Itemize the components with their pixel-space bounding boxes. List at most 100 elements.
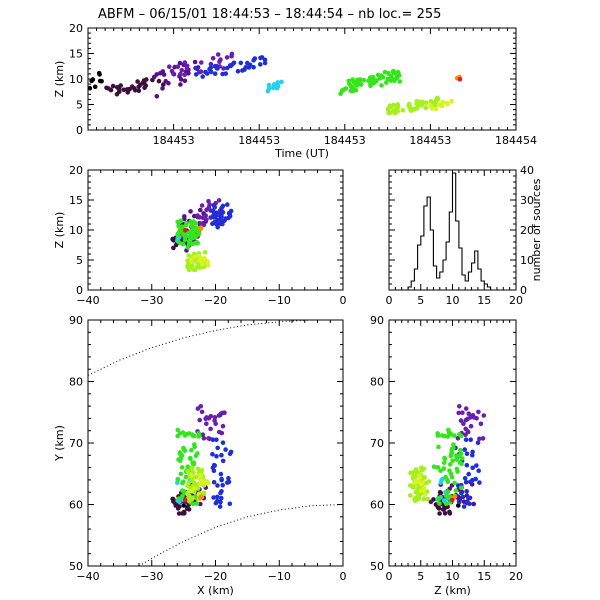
x-z-source-point: [179, 241, 185, 247]
x-y-source-point: [204, 415, 209, 420]
x-y-source-point: [181, 509, 187, 515]
time-z-source-point: [370, 78, 376, 84]
x-z-ytick-label: 10: [69, 224, 83, 237]
x-y-source-point: [220, 423, 226, 429]
time-z-source-point: [179, 67, 185, 73]
x-y-ytick-label: 80: [69, 376, 83, 389]
x-y-source-point: [195, 451, 200, 456]
z-y-source-point: [454, 457, 459, 462]
time-z-source-point: [167, 64, 172, 69]
x-z-source-point: [192, 226, 197, 232]
histogram-step-line: [389, 172, 516, 291]
time-z-source-point: [366, 78, 371, 84]
histogram-ytick-label: 30: [520, 194, 534, 207]
z-y-source-point: [477, 480, 482, 485]
z-y-source-point: [458, 418, 464, 423]
z-y-source-point: [459, 490, 464, 496]
time-z-source-point: [217, 59, 222, 65]
x-z-source-point: [214, 210, 219, 216]
z-y-source-point: [445, 434, 451, 439]
x-z-source-point: [227, 214, 233, 219]
time-z-source-point: [90, 77, 96, 82]
x-y-source-point: [189, 473, 194, 478]
time-z-source-point: [444, 100, 450, 106]
x-y-xtick-label: −10: [268, 570, 291, 583]
z-y-source-point: [481, 413, 487, 418]
time-z-source-point: [400, 108, 406, 113]
time-z-xtick-label: 184454: [495, 134, 537, 147]
x-z-source-point: [185, 258, 190, 263]
x-z-source-point: [181, 232, 186, 237]
time-z-source-point: [357, 80, 362, 86]
time-z-source-point: [221, 66, 226, 71]
time-z-source-point: [208, 65, 214, 70]
z-y-source-point: [474, 463, 479, 468]
time-z-source-point: [175, 64, 181, 69]
time-z-source-point: [348, 88, 354, 93]
x-z-source-point: [202, 250, 208, 255]
time-z-source-point: [275, 83, 281, 89]
time-z-xtick-label: 184453: [409, 134, 451, 147]
time-z-ytick-label: 5: [76, 99, 83, 112]
time-z-source-point: [194, 66, 200, 72]
time-z-source-point: [178, 82, 183, 87]
z-y-source-point: [468, 437, 474, 443]
x-y-source-point: [220, 458, 226, 464]
x-z-source-point: [176, 223, 181, 229]
z-y-xtick-label: 5: [417, 570, 424, 583]
z-y-source-point: [442, 456, 448, 462]
z-y-source-point: [438, 468, 443, 474]
z-y-xtick-label: 20: [509, 570, 523, 583]
time-z-source-point: [154, 94, 160, 99]
z-y-source-point: [456, 499, 462, 505]
x-y-source-point: [189, 467, 195, 472]
time-z-source-point: [353, 82, 359, 88]
z-y-source-point: [465, 429, 471, 435]
histogram-xtick-label: 0: [386, 294, 393, 307]
z-y-source-point: [477, 436, 482, 442]
x-z-source-point: [193, 233, 199, 239]
x-y-source-point: [176, 511, 182, 516]
x-y-source-point: [188, 488, 194, 494]
z-y-source-point: [462, 447, 468, 452]
x-y-source-point: [175, 477, 181, 483]
z-y-source-point: [444, 501, 449, 507]
x-z-source-point: [182, 228, 188, 233]
x-z-source-point: [219, 212, 224, 217]
z-y-ytick-label: 60: [370, 499, 384, 512]
x-y-source-point: [226, 476, 231, 481]
x-y-source-point: [201, 436, 207, 441]
x-y-source-point: [198, 501, 203, 507]
x-z-source-point: [194, 240, 200, 245]
z-y-source-point: [442, 433, 447, 439]
x-z-source-point: [223, 216, 228, 221]
x-z-source-point: [219, 209, 224, 214]
x-y-source-point: [171, 499, 176, 504]
time-z-ytick-label: 10: [69, 73, 83, 86]
x-z-source-point: [202, 258, 208, 263]
time-z-source-point: [199, 60, 204, 65]
z-y-source-point: [443, 493, 449, 499]
x-y-source-point: [188, 456, 193, 462]
time-z-source-point: [266, 86, 272, 91]
time-z-source-point: [262, 57, 268, 63]
time-z-source-point: [379, 83, 384, 88]
x-z-source-point: [190, 241, 195, 247]
x-z-source-point: [210, 208, 216, 214]
x-z-source-point: [204, 217, 209, 222]
z-y-source-point: [450, 458, 455, 464]
x-z-xtick-label: 0: [340, 294, 347, 307]
x-y-source-point: [217, 429, 222, 435]
x-z-source-point: [194, 264, 200, 270]
time-z-source-point: [170, 71, 176, 76]
x-y-source-point: [195, 466, 201, 472]
z-y-source-point: [460, 494, 466, 500]
z-y-ytick-label: 90: [370, 314, 384, 327]
x-y-source-point: [211, 495, 216, 500]
x-y-source-point: [189, 496, 195, 502]
time-z-source-point: [238, 60, 244, 66]
x-y-source-point: [190, 433, 195, 438]
time-z-source-point: [449, 98, 454, 104]
time-z-source-point: [457, 76, 463, 82]
time-z-source-point: [121, 87, 126, 93]
